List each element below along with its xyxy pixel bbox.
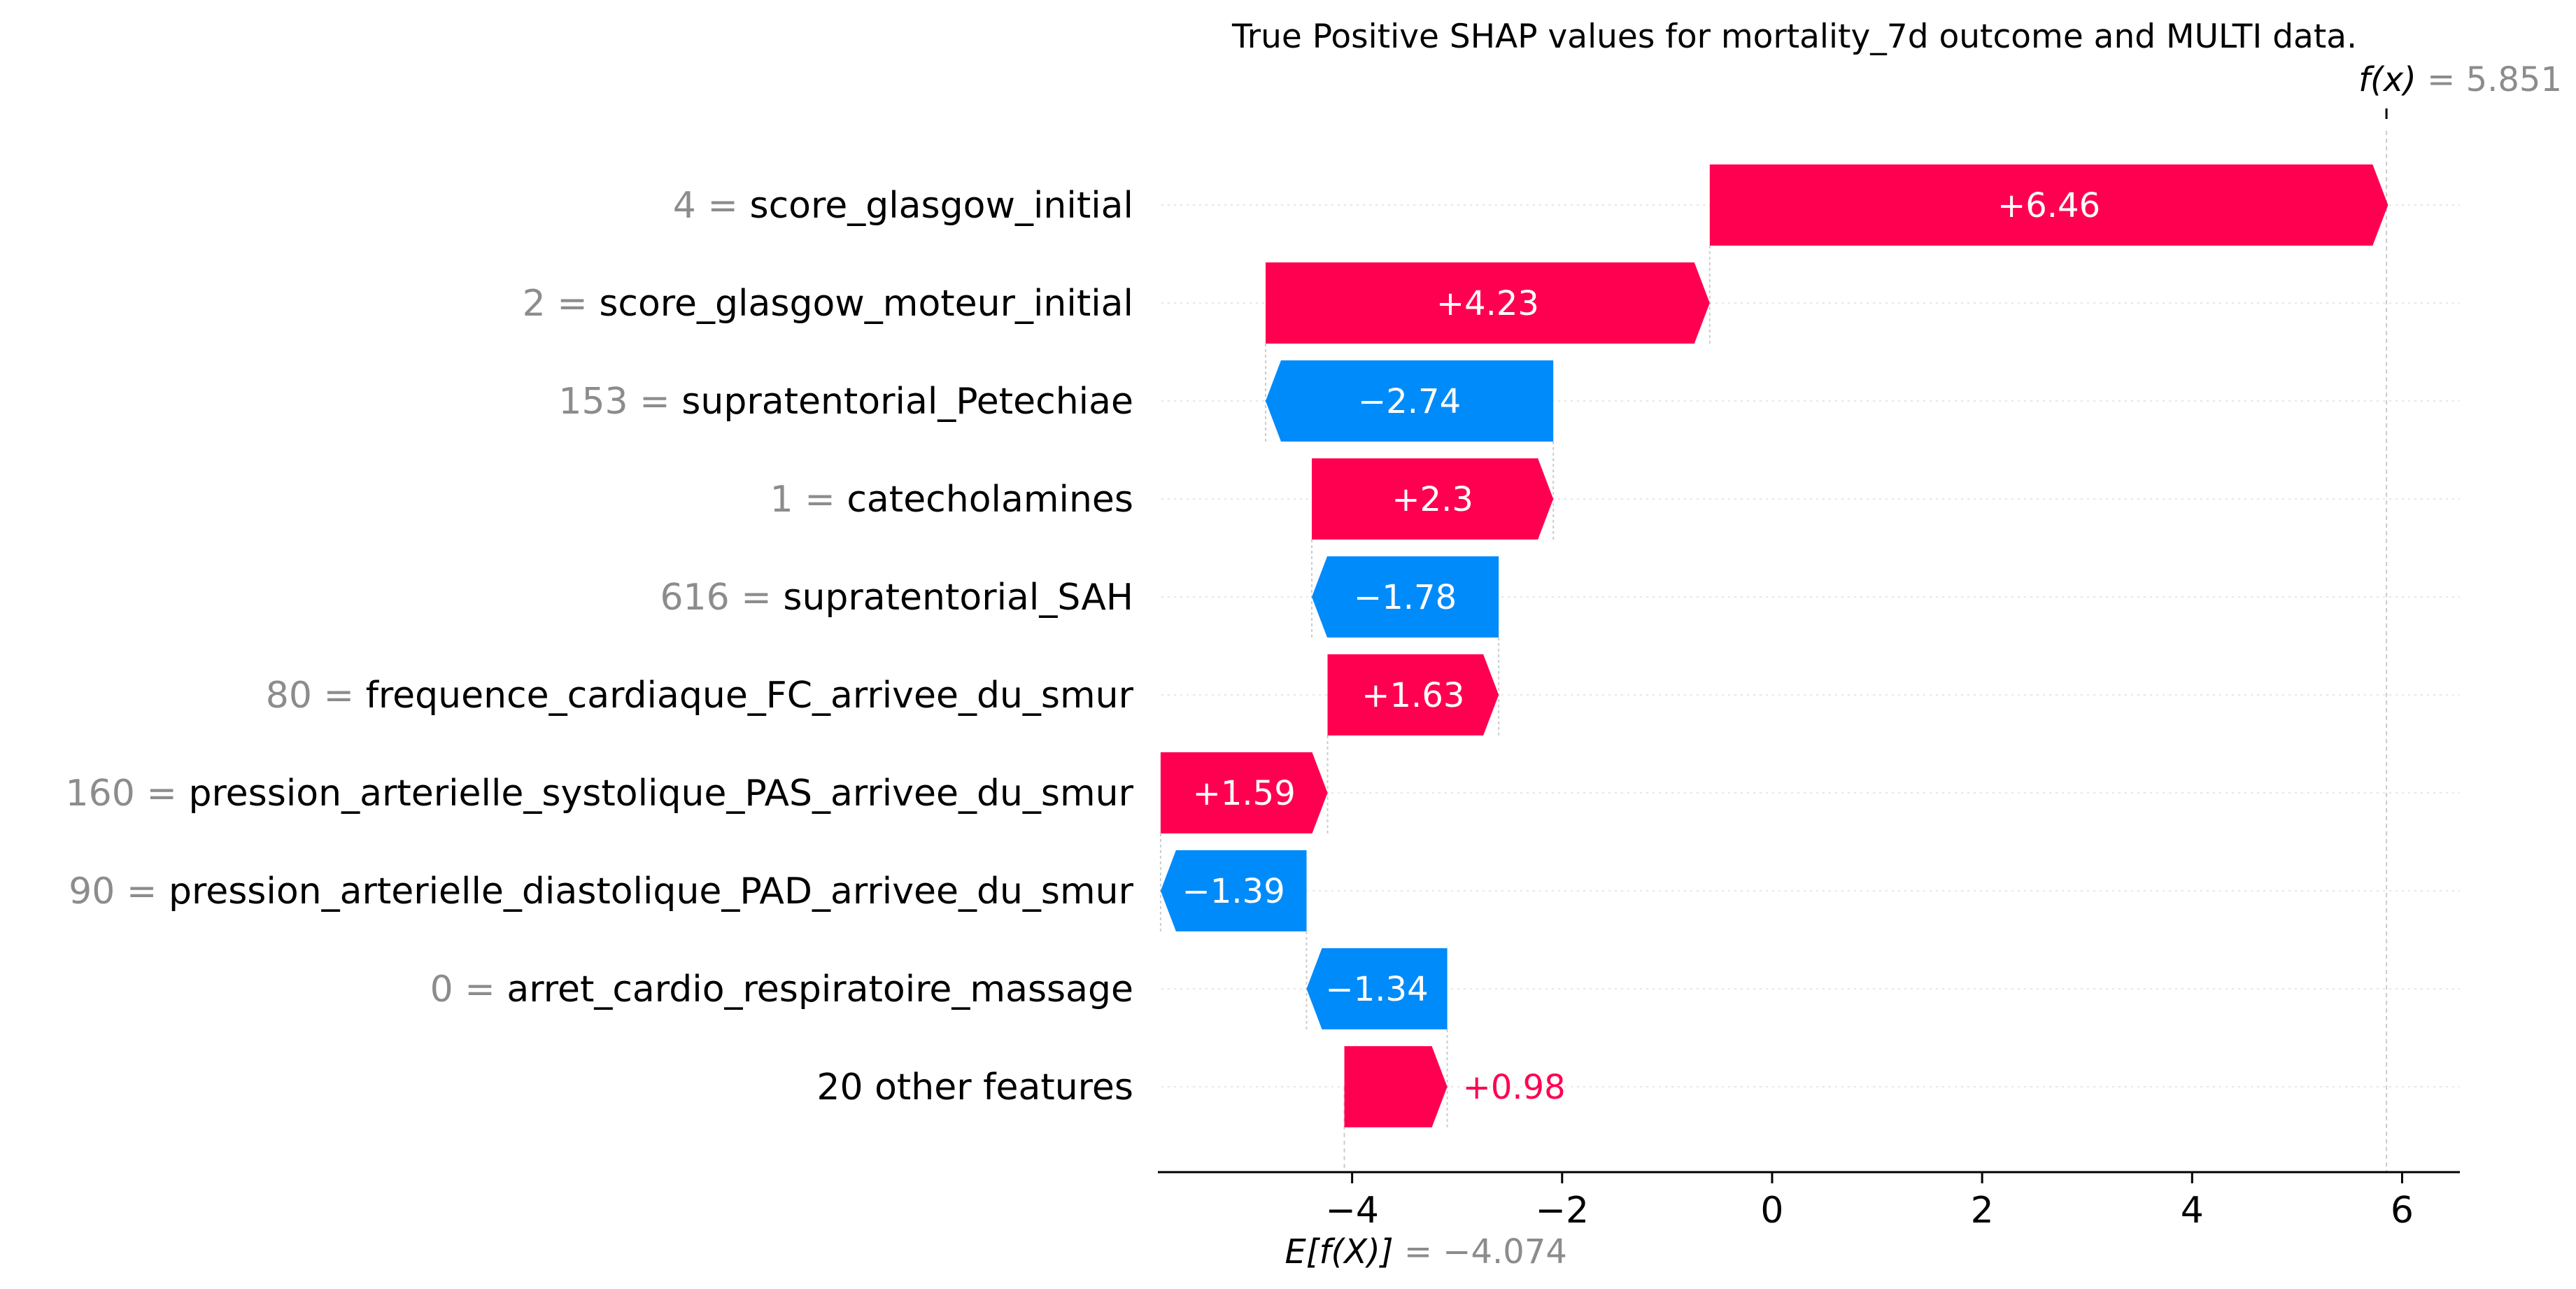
feature-value: 153 =: [558, 381, 681, 423]
bar-value-label: +2.3: [1392, 480, 1473, 519]
feature-label: 2 = score_glasgow_moteur_initial: [523, 283, 1133, 325]
x-tick-label: 0: [1760, 1190, 1783, 1232]
base-value-annotation: E[f(X)] = −4.074: [1285, 1232, 1567, 1272]
feature-name: supratentorial_Petechiae: [681, 381, 1133, 423]
feature-name: pression_arterielle_systolique_PAS_arriv…: [188, 773, 1133, 815]
bars: +6.46 +4.23 −2.74 +2.3 −1.78 +1.63 +1.59 −1.39 −…: [1160, 164, 2389, 1127]
shap-bar: [1160, 752, 1328, 833]
x-tick-label: −4: [1325, 1190, 1379, 1232]
bar-value-label: −1.39: [1182, 872, 1285, 911]
feature-label: 0 = arret_cardio_respiratoire_massage: [430, 968, 1133, 1010]
base-value-number: = −4.074: [1404, 1232, 1567, 1272]
bar-value-label: −1.34: [1326, 970, 1429, 1009]
feature-label: 80 = frequence_cardiaque_FC_arrivee_du_s…: [266, 675, 1134, 717]
shap-bar: [1312, 458, 1554, 540]
feature-label: 160 = pression_arterielle_systolique_PAS…: [66, 773, 1134, 815]
feature-value: 160 =: [66, 773, 189, 815]
feature-value: 1 =: [770, 479, 847, 521]
x-tick-label: 4: [2181, 1190, 2204, 1232]
feature-name: score_glasgow_initial: [750, 185, 1134, 227]
final-value-annotation: f(x) = 5.851: [2358, 60, 2562, 99]
annotations: True Positive SHAP values for mortality_…: [1231, 17, 2562, 1272]
bar-connectors: [1159, 131, 2388, 1172]
chart-title: True Positive SHAP values for mortality_…: [1231, 17, 2357, 56]
shap-bar: [1306, 948, 1448, 1029]
bar-value-label: −2.74: [1358, 382, 1461, 421]
feature-value: 80 =: [266, 675, 366, 717]
feature-name: 20 other features: [816, 1066, 1133, 1108]
feature-name: frequence_cardiaque_FC_arrivee_du_smur: [366, 675, 1134, 717]
feature-name: catecholamines: [847, 479, 1133, 521]
feature-label: 153 = supratentorial_Petechiae: [558, 381, 1133, 423]
feature-value: 616 =: [660, 577, 783, 619]
shap-bar: [1709, 164, 2389, 246]
shap-bar: [1265, 360, 1554, 442]
feature-label: 616 = supratentorial_SAH: [660, 577, 1133, 619]
feature-value: 0 =: [430, 968, 507, 1010]
feature-name: arret_cardio_respiratoire_massage: [507, 968, 1133, 1010]
x-tick-label: 2: [1971, 1190, 1994, 1232]
feature-name: supratentorial_SAH: [783, 577, 1133, 619]
bar-value-label: −1.78: [1354, 578, 1457, 617]
bar-value-label: +6.46: [1997, 186, 2100, 225]
base-value-name: E[f(X)]: [1285, 1232, 1404, 1272]
x-tick-label: 6: [2391, 1190, 2414, 1232]
shap-bar: [1327, 654, 1499, 735]
feature-value: 2 =: [523, 283, 600, 325]
feature-label: 4 = score_glasgow_initial: [673, 185, 1133, 227]
bar-value-label: +1.63: [1361, 676, 1464, 715]
feature-label: 90 = pression_arterielle_diastolique_PAD…: [69, 871, 1133, 913]
final-value-number: = 5.851: [2427, 60, 2562, 99]
feature-value: 4 =: [673, 185, 750, 227]
feature-name: score_glasgow_moteur_initial: [599, 283, 1133, 325]
feature-label: 20 other features: [816, 1066, 1133, 1108]
feature-label: 1 = catecholamines: [770, 479, 1133, 521]
shap-bar: [1344, 1046, 1448, 1127]
bar-value-label: +4.23: [1436, 284, 1539, 323]
feature-name: pression_arterielle_diastolique_PAD_arri…: [169, 871, 1134, 913]
feature-value: 90 =: [69, 871, 169, 913]
shap-bar: [1312, 556, 1499, 638]
final-value-name: f(x): [2358, 60, 2427, 99]
bar-value-label: +1.59: [1193, 774, 1296, 813]
feature-labels: 4 = score_glasgow_initial 2 = score_glasg…: [66, 185, 1134, 1108]
bar-value-label: +0.98: [1463, 1068, 1566, 1107]
x-axis: −4 −2 0 2 4 6: [1158, 108, 2460, 1232]
shap-bar: [1265, 262, 1710, 344]
shap-bar: [1160, 850, 1307, 931]
x-tick-label: −2: [1535, 1190, 1589, 1232]
